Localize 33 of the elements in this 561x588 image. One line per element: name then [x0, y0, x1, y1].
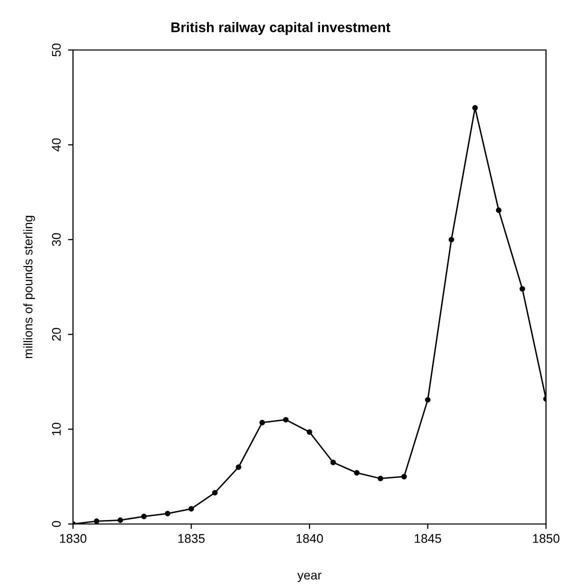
point: [496, 207, 502, 213]
x-tick-label: 1840: [296, 534, 323, 543]
point: [472, 105, 478, 111]
point: [520, 286, 526, 292]
y-tick-label: 50: [52, 44, 61, 56]
x-tick-label: 1845: [414, 534, 442, 543]
point: [259, 420, 265, 426]
y-tick-label: 30: [52, 233, 61, 246]
x-axis-title: year: [297, 572, 322, 582]
point: [164, 510, 170, 516]
point: [448, 236, 454, 242]
point: [236, 464, 242, 470]
point: [330, 460, 336, 466]
y-tick-label: 20: [52, 328, 61, 341]
y-tick-label: 0: [52, 521, 61, 527]
point: [401, 474, 407, 480]
point: [188, 506, 194, 512]
point: [94, 518, 100, 524]
y-tick-label: 10: [52, 422, 61, 436]
point: [354, 470, 360, 476]
point: [118, 517, 124, 523]
x-tick-label: 1850: [533, 534, 560, 543]
point: [212, 490, 218, 496]
y-axis-title: millions of pounds sterling: [23, 216, 35, 358]
point: [378, 476, 384, 482]
chart-title: British railway capital investment: [171, 22, 390, 35]
x-tick-label: 1835: [178, 534, 205, 543]
x-tick-label: 1830: [60, 534, 86, 543]
point: [306, 429, 312, 435]
y-tick-label: 40: [52, 138, 61, 152]
point: [283, 416, 289, 422]
point: [141, 514, 147, 520]
point: [424, 397, 431, 403]
